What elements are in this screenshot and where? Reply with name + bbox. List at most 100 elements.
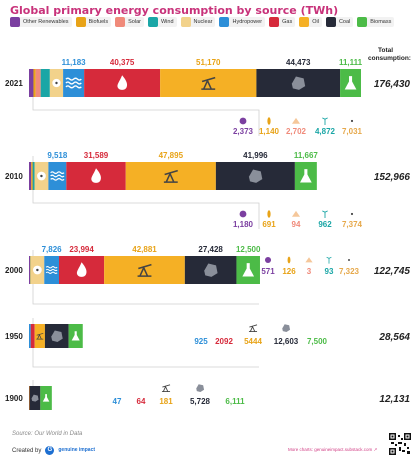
oil-icon — [201, 76, 216, 90]
year-label: 1900 — [5, 394, 23, 403]
year-label: 2010 — [5, 172, 23, 181]
biomass-icon — [242, 263, 255, 277]
legend-label: Hydropower — [232, 19, 263, 25]
data-label-coal: 44,473 — [286, 58, 311, 67]
coal-icon — [196, 384, 205, 393]
data-label-gas: 64 — [137, 397, 146, 406]
total-header: consumption: — [368, 55, 411, 62]
data-label-oil: 5444 — [244, 337, 262, 346]
total-value: 28,564 — [378, 332, 410, 343]
legend-label: Oil — [312, 19, 319, 25]
nuclear-icon — [348, 117, 356, 125]
bar-hydropower-1950 — [29, 324, 31, 348]
data-label-coal: 27,428 — [198, 245, 223, 254]
other-renewables-icon — [10, 17, 20, 27]
hydropower-icon — [45, 266, 58, 274]
total-value: 122,745 — [374, 266, 411, 277]
data-label-biofuels: 1,140 — [259, 127, 280, 136]
biomass-icon — [300, 169, 312, 183]
data-label-gas: 40,375 — [110, 58, 135, 67]
biomass-icon — [231, 383, 239, 392]
legend-label: Gas — [282, 19, 293, 25]
gas-icon — [269, 17, 280, 27]
bar-other-renewables-2010 — [29, 162, 32, 190]
connector-line — [32, 97, 260, 136]
gas-icon — [138, 383, 144, 393]
biomass-icon — [71, 331, 80, 341]
data-label-gas: 31,589 — [84, 151, 109, 160]
biofuels-icon — [267, 210, 271, 218]
oil-icon — [299, 17, 310, 27]
hydropower-icon — [65, 77, 82, 89]
data-label-other-renewables: 571 — [261, 267, 275, 276]
oil-icon — [161, 384, 171, 393]
data-label-oil: 181 — [159, 397, 173, 406]
data-label-wind: 93 — [325, 267, 334, 276]
data-label-hydropower: 47 — [113, 397, 122, 406]
more-charts-link[interactable]: More charts: genuineimpact.substack.com … — [288, 447, 378, 452]
data-label-oil: 47,895 — [159, 151, 184, 160]
legend: Other Renewables Biofuels Solar Wind Nuclear… — [10, 17, 395, 27]
created-by-label: Created by — [12, 447, 42, 454]
other-renewables-icon — [239, 117, 247, 125]
oil-icon — [36, 332, 44, 340]
biofuels-icon — [75, 17, 86, 27]
legend-label: Solar — [128, 19, 141, 25]
legend-item-wind: Wind — [147, 17, 177, 27]
data-label-biomass: 11,667 — [294, 151, 319, 160]
data-label-biofuels: 691 — [262, 220, 276, 229]
other-renewables-icon — [264, 256, 272, 264]
data-label-biofuels: 126 — [282, 267, 296, 276]
connector-line — [32, 190, 260, 229]
legend-label: Biofuels — [88, 19, 109, 25]
total-value: 12,131 — [379, 394, 410, 405]
footer: Created by G genuine impact — [12, 446, 95, 455]
nuclear-icon — [37, 171, 46, 181]
biomass-icon — [357, 17, 368, 27]
biomass-icon — [42, 394, 50, 402]
data-label-hydropower: 11,183 — [62, 58, 87, 67]
data-label-nuclear: 7,374 — [342, 220, 363, 229]
data-label-biomass: 7,500 — [307, 337, 328, 346]
legend-label: Wind — [160, 19, 174, 25]
bar-gas-1950 — [30, 324, 35, 348]
wind-icon — [322, 210, 328, 219]
gas-icon — [221, 323, 227, 333]
data-label-biomass: 12,500 — [236, 245, 261, 254]
legend-label: Coal — [338, 19, 351, 25]
data-label-nuclear: 7,031 — [342, 127, 363, 136]
data-label-hydropower: 7,826 — [42, 245, 63, 254]
nuclear-icon — [180, 17, 191, 27]
data-label-oil: 42,881 — [132, 245, 157, 254]
coal-icon — [282, 324, 291, 333]
bar-other-renewables-2021 — [29, 69, 34, 97]
data-label-biomass: 11,111 — [339, 58, 363, 67]
data-label-wind: 962 — [318, 220, 332, 229]
biofuels-icon — [287, 256, 291, 264]
data-label-oil: 51,170 — [196, 58, 221, 67]
year-label: 1950 — [5, 332, 23, 341]
coal-icon — [51, 330, 63, 342]
wind-icon — [326, 256, 332, 264]
nuclear-icon — [33, 265, 42, 275]
brand-name: genuine impact — [58, 447, 96, 453]
nuclear-icon — [52, 78, 61, 88]
biofuels-icon — [267, 117, 271, 125]
data-label-other-renewables: 1,180 — [233, 220, 254, 229]
source-note: Source: Our World in Data — [12, 431, 83, 437]
data-label-coal: 41,996 — [243, 151, 268, 160]
qr-code-icon — [389, 433, 411, 455]
bar-biofuels-2010 — [31, 162, 33, 190]
coal-icon — [31, 394, 39, 402]
total-value: 176,430 — [374, 79, 411, 90]
hydropower-icon — [112, 384, 122, 392]
hydropower-icon — [50, 171, 65, 181]
legend-item-nuclear: Nuclear — [180, 17, 216, 27]
legend-label: Biomass — [370, 19, 392, 25]
legend-item-coal: Coal — [325, 17, 354, 27]
legend-label: Nuclear — [193, 19, 213, 25]
data-label-hydropower: 925 — [194, 337, 208, 346]
year-label: 2000 — [5, 266, 23, 275]
total-value: 152,966 — [374, 172, 411, 183]
legend-item-gas: Gas — [269, 17, 296, 27]
